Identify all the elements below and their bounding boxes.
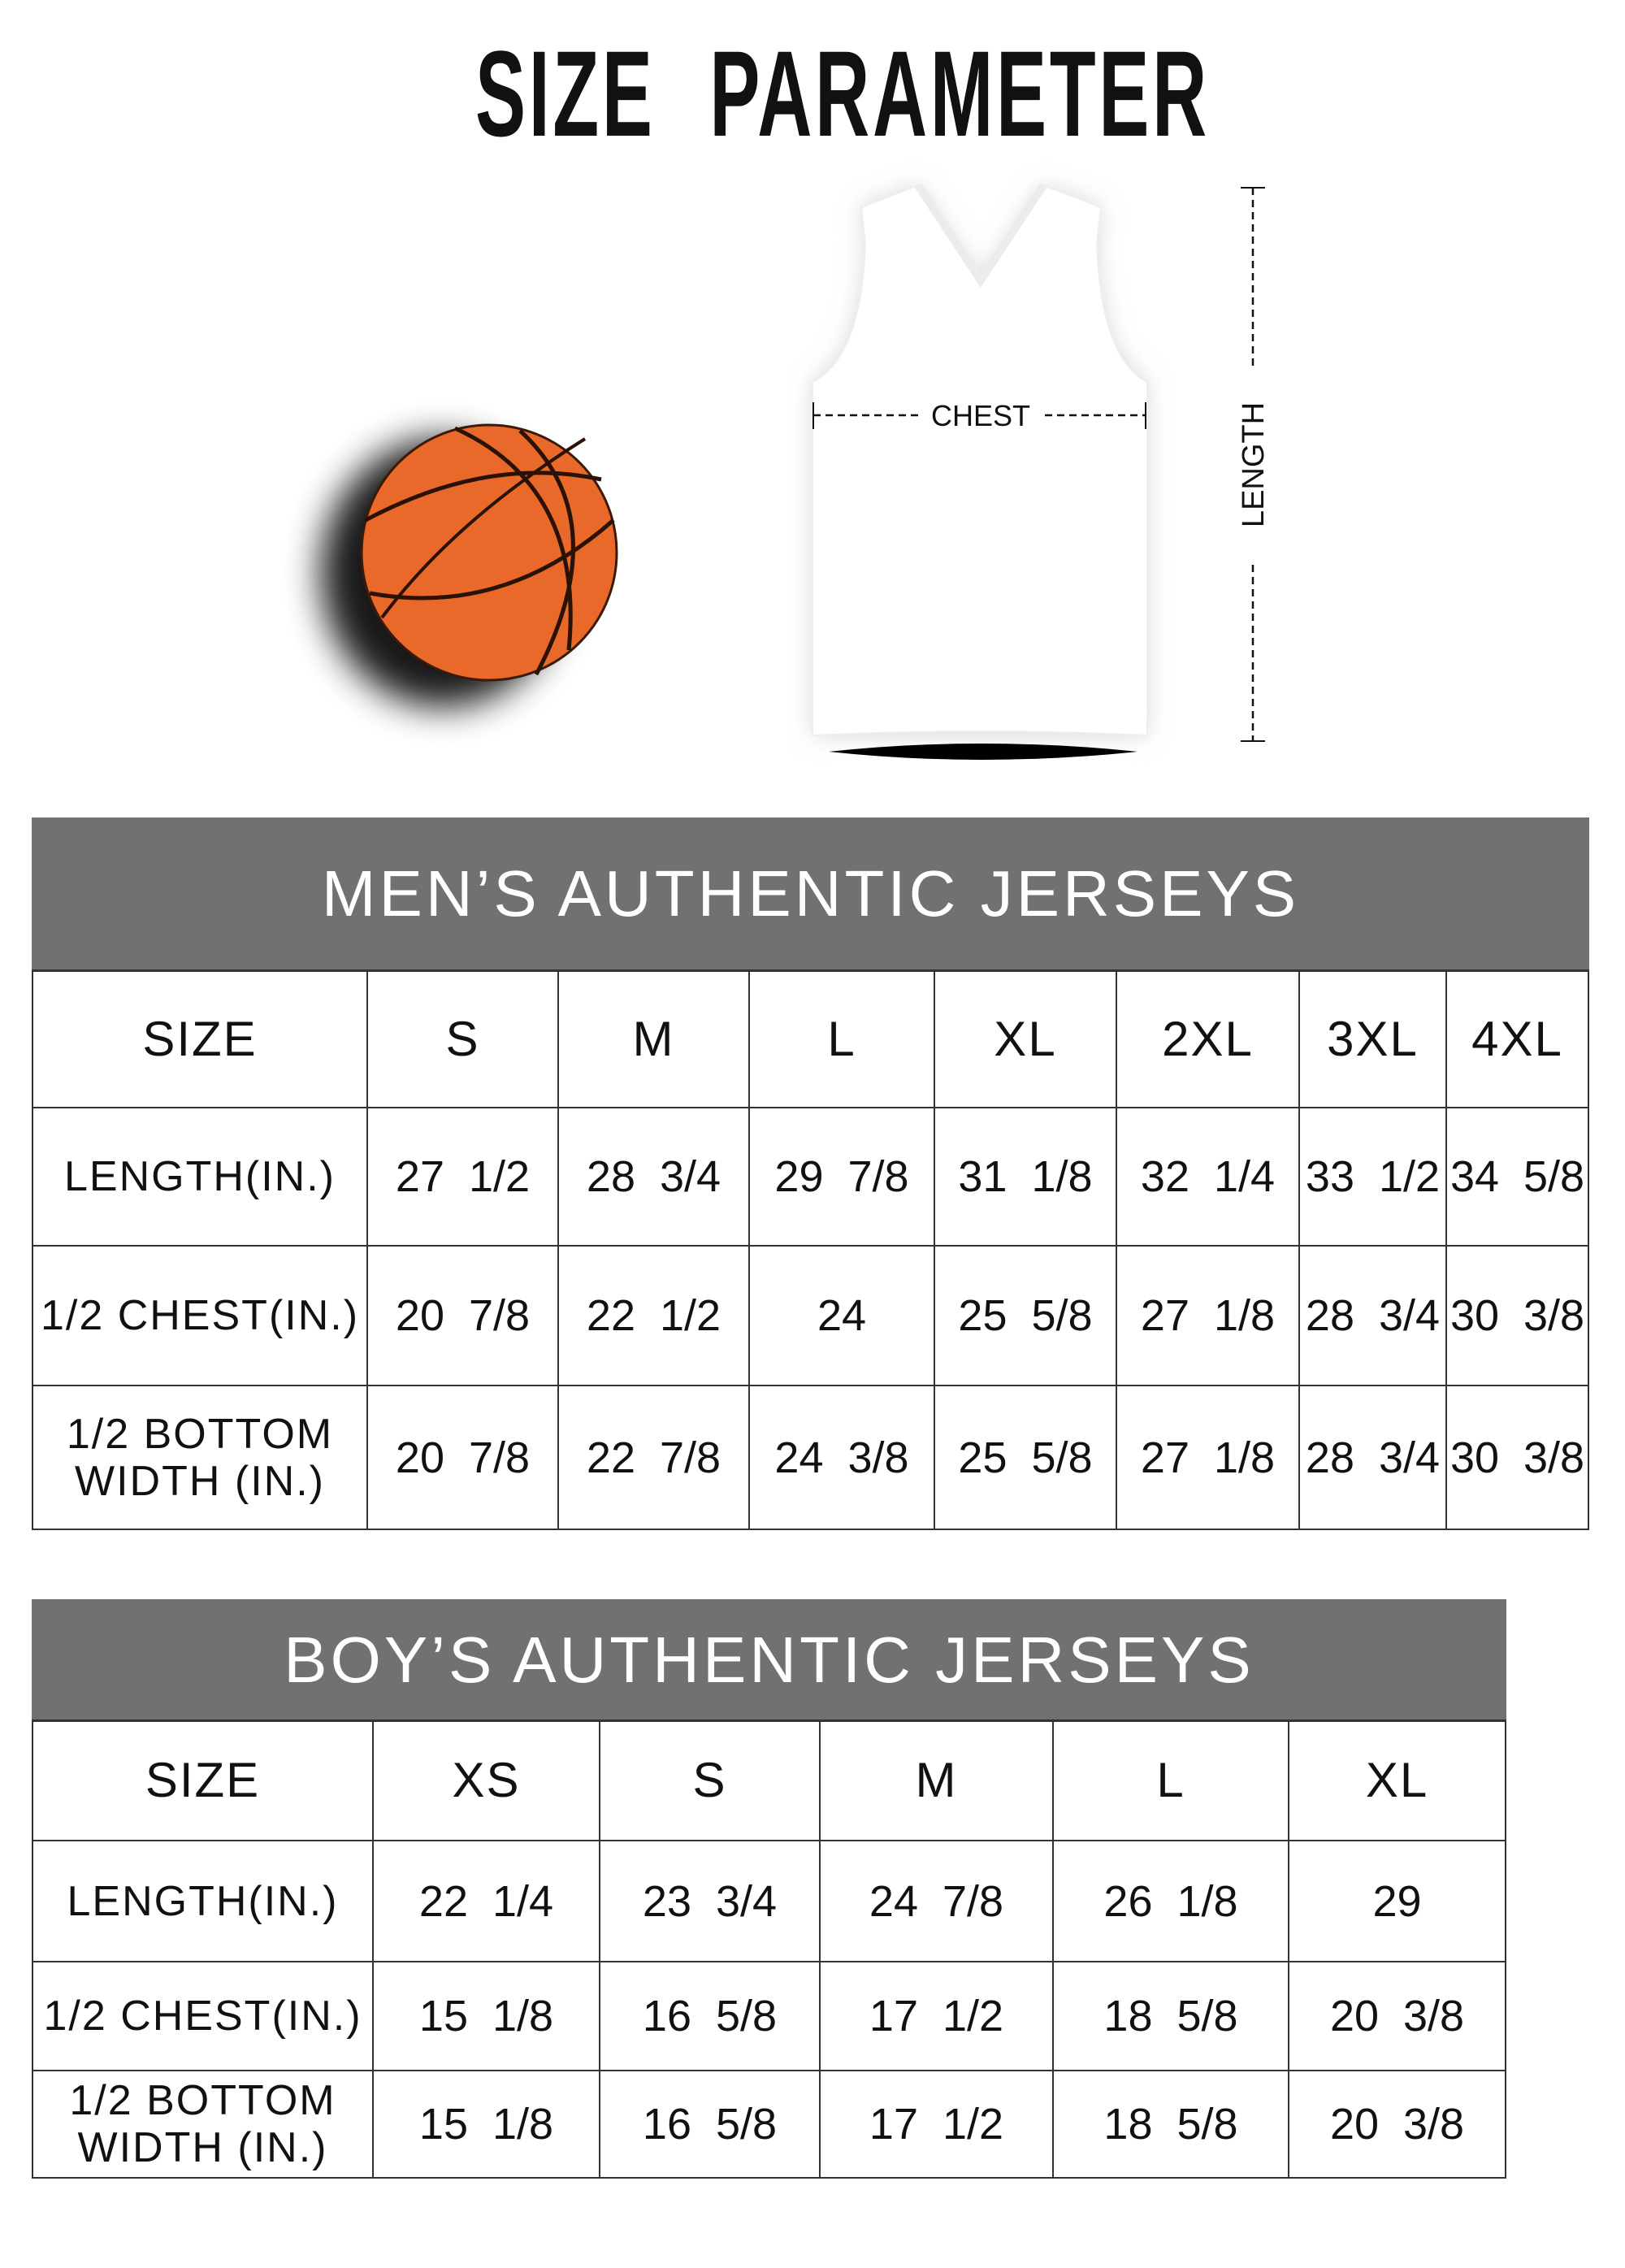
cell: 20 7/8 <box>366 1245 559 1386</box>
size-header: M <box>819 1719 1054 1841</box>
basketball-icon <box>321 423 618 707</box>
row-label: LENGTH(IN.) <box>32 1840 374 1962</box>
size-header: S <box>599 1719 821 1841</box>
table-row: 1/2 CHEST(IN.) 15 1/8 16 5/8 17 1/2 18 5… <box>32 1961 1507 2071</box>
size-header: M <box>557 969 750 1108</box>
row-label: 1/2 BOTTOM WIDTH (IN.) <box>32 1385 368 1530</box>
cell: 17 1/2 <box>819 1961 1054 2071</box>
boys-size-table: BOY’S AUTHENTIC JERSEYS SIZE XS S M L XL… <box>31 1599 1507 2179</box>
size-header: 3XL <box>1298 969 1447 1108</box>
cell: 22 1/2 <box>557 1245 750 1386</box>
cell: 24 3/8 <box>748 1385 935 1530</box>
cell: 18 5/8 <box>1052 2070 1289 2179</box>
cell: 22 1/4 <box>372 1840 600 1962</box>
size-label: SIZE <box>32 969 368 1108</box>
cell: 15 1/8 <box>372 2070 600 2179</box>
cell: 24 7/8 <box>819 1840 1054 1962</box>
size-header: 4XL <box>1445 969 1590 1108</box>
size-header: L <box>748 969 935 1108</box>
cell: 25 5/8 <box>934 1385 1117 1530</box>
jersey-illustration: CHEST <box>812 183 1148 760</box>
cell: 17 1/2 <box>819 2070 1054 2179</box>
cell: 18 5/8 <box>1052 1961 1289 2071</box>
size-label: SIZE <box>32 1719 374 1841</box>
cell: 28 3/4 <box>1298 1385 1447 1530</box>
cell: 27 1/2 <box>366 1107 559 1247</box>
cell: 31 1/8 <box>934 1107 1117 1247</box>
cell: 28 3/4 <box>557 1107 750 1247</box>
row-label: 1/2 BOTTOM WIDTH (IN.) <box>32 2070 374 2179</box>
cell: 29 <box>1287 1840 1507 1962</box>
cell: 27 1/8 <box>1116 1245 1300 1386</box>
row-label: LENGTH(IN.) <box>32 1107 368 1247</box>
table-row: LENGTH(IN.) 22 1/4 23 3/4 24 7/8 26 1/8 … <box>32 1840 1507 1962</box>
cell: 34 5/8 <box>1445 1107 1590 1247</box>
cell: 20 7/8 <box>366 1385 559 1530</box>
chest-label: CHEST <box>931 399 1030 432</box>
size-header: S <box>366 969 559 1108</box>
size-header: L <box>1052 1719 1289 1841</box>
boys-table-header: BOY’S AUTHENTIC JERSEYS <box>31 1599 1507 1722</box>
cell: 26 1/8 <box>1052 1840 1289 1962</box>
cell: 27 1/8 <box>1116 1385 1300 1530</box>
cell: 24 <box>748 1245 935 1386</box>
cell: 23 3/4 <box>599 1840 821 1962</box>
length-indicator: LENGTH <box>1237 187 1271 742</box>
length-label: LENGTH <box>1237 402 1271 527</box>
size-header: XL <box>1287 1719 1507 1841</box>
size-header: 2XL <box>1116 969 1300 1108</box>
size-header: XS <box>372 1719 600 1841</box>
cell: 16 5/8 <box>599 1961 821 2071</box>
cell: 25 5/8 <box>934 1245 1117 1386</box>
size-header: XL <box>934 969 1117 1108</box>
cell: 20 3/8 <box>1287 2070 1507 2179</box>
cell: 29 7/8 <box>748 1107 935 1247</box>
table-row: LENGTH(IN.) 27 1/2 28 3/4 29 7/8 31 1/8 … <box>32 1107 1590 1247</box>
cell: 30 3/8 <box>1445 1245 1590 1386</box>
cell: 20 3/8 <box>1287 1961 1507 2071</box>
mens-size-table: MEN’S AUTHENTIC JERSEYS SIZE S M L XL 2X… <box>31 817 1590 1530</box>
mens-table-header: MEN’S AUTHENTIC JERSEYS <box>31 817 1590 972</box>
row-label: 1/2 CHEST(IN.) <box>32 1961 374 2071</box>
cell: 16 5/8 <box>599 2070 821 2179</box>
table-row: 1/2 BOTTOM WIDTH (IN.) 20 7/8 22 7/8 24 … <box>32 1385 1590 1530</box>
row-label: 1/2 CHEST(IN.) <box>32 1245 368 1386</box>
table-row: 1/2 CHEST(IN.) 20 7/8 22 1/2 24 25 5/8 2… <box>32 1245 1590 1386</box>
cell: 32 1/4 <box>1116 1107 1300 1247</box>
cell: 33 1/2 <box>1298 1107 1447 1247</box>
cell: 28 3/4 <box>1298 1245 1447 1386</box>
table-row: 1/2 BOTTOM WIDTH (IN.) 15 1/8 16 5/8 17 … <box>32 2070 1507 2179</box>
illustration: CHEST LENGTH <box>321 183 1271 760</box>
cell: 30 3/8 <box>1445 1385 1590 1530</box>
page-title: SIZE PARAMETER <box>475 25 1210 162</box>
cell: 15 1/8 <box>372 1961 600 2071</box>
cell: 22 7/8 <box>557 1385 750 1530</box>
